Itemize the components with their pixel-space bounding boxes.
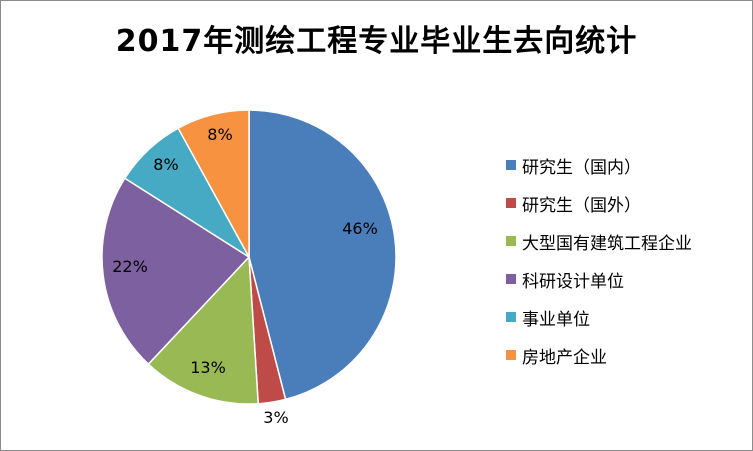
legend-label: 房地产企业 xyxy=(522,347,607,368)
legend-swatch xyxy=(506,350,516,360)
legend-item: 科研设计单位 xyxy=(506,260,692,298)
legend-swatch xyxy=(506,198,516,208)
pie-slice-3 xyxy=(101,177,251,366)
legend-label: 科研设计单位 xyxy=(522,271,624,292)
pie-data-label: 22% xyxy=(112,257,148,276)
pie-data-label: 8% xyxy=(207,125,232,144)
pie-slice-2 xyxy=(147,255,260,405)
chart-legend: 研究生（国内） 研究生（国外） 大型国有建筑工程企业 科研设计单位 事业单位房地产企业 xyxy=(506,146,692,374)
pie-slice-5 xyxy=(177,109,250,258)
legend-item: 大型国有建筑工程企业 xyxy=(506,222,692,260)
legend-label: 事业单位 xyxy=(522,309,590,330)
pie-data-label: 46% xyxy=(342,219,378,238)
legend-swatch xyxy=(506,274,516,284)
legend-item: 研究生（国外） xyxy=(506,184,692,222)
pie-slice-0 xyxy=(248,109,397,401)
legend-swatch xyxy=(506,160,516,170)
legend-swatch xyxy=(506,312,516,322)
pie-data-label: 13% xyxy=(190,358,226,377)
legend-item: 研究生（国内） xyxy=(506,146,692,184)
pie-data-label: 3% xyxy=(263,408,288,427)
pie-data-label: 8% xyxy=(153,155,178,174)
legend-label: 大型国有建筑工程企业 xyxy=(522,233,692,254)
legend-item: 房地产企业 xyxy=(506,336,692,374)
legend-swatch xyxy=(506,236,516,246)
legend-label: 研究生（国内） xyxy=(522,157,641,178)
chart-title: 2017年测绘工程专业毕业生去向统计 xyxy=(115,24,638,59)
legend-label: 研究生（国外） xyxy=(522,195,641,216)
legend-item: 事业单位 xyxy=(506,298,692,336)
